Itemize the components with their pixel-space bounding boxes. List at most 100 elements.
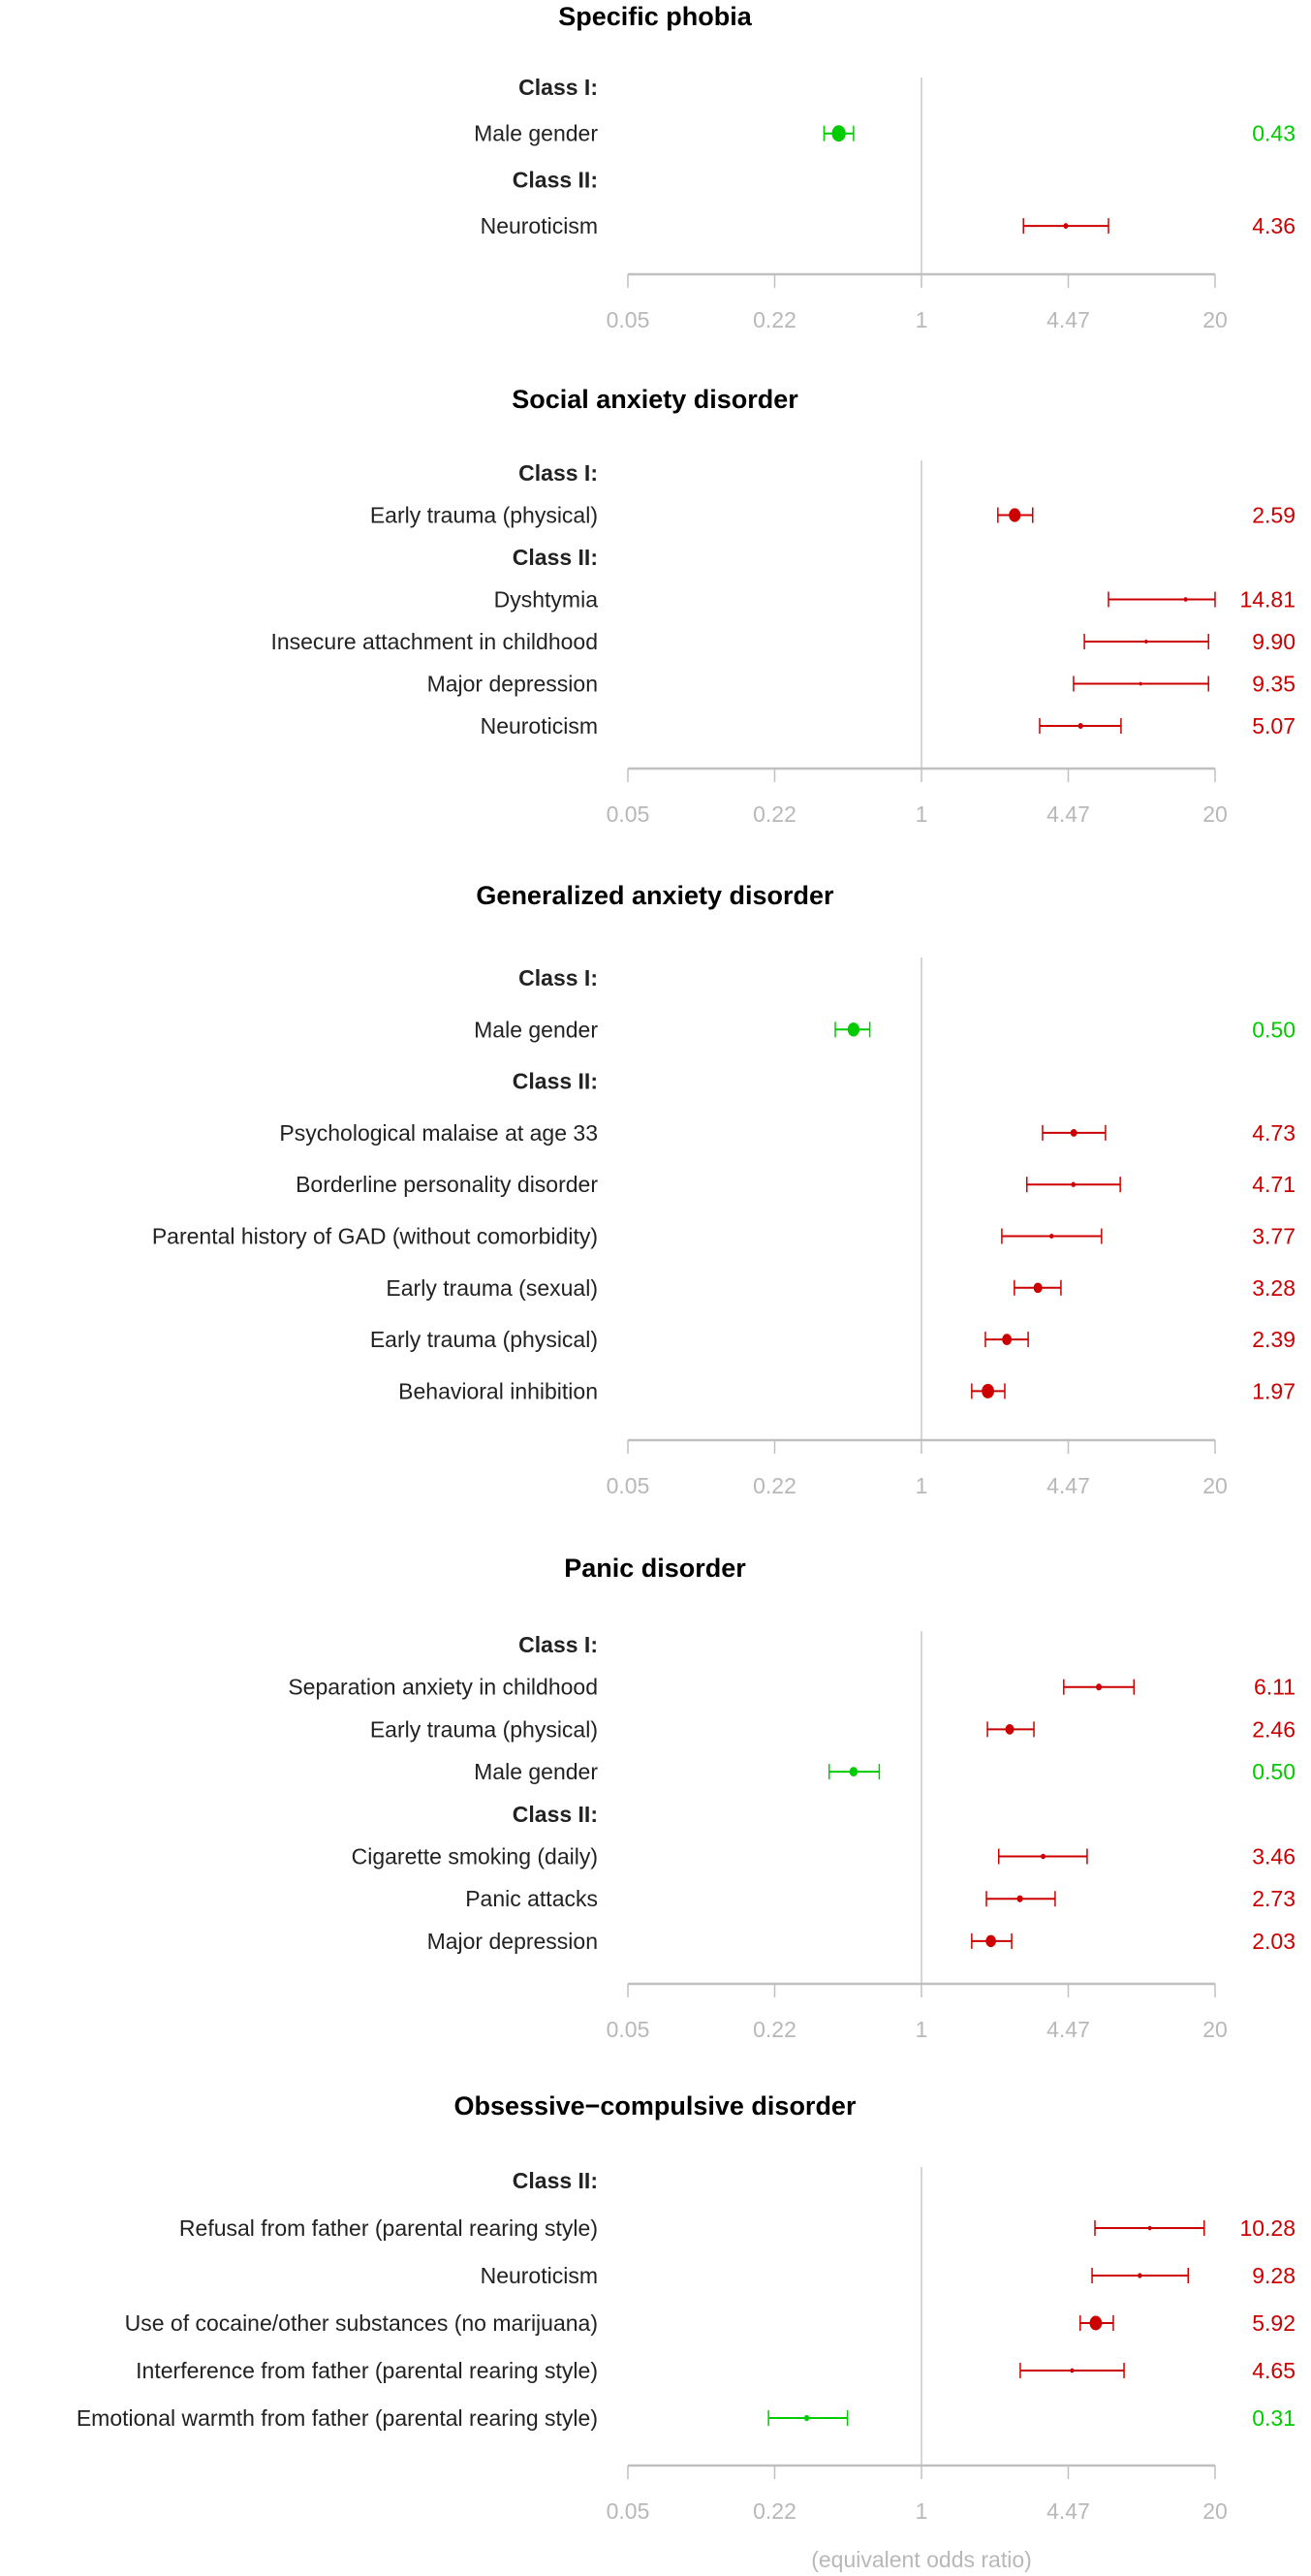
row-label: Early trauma (physical) <box>370 1327 598 1352</box>
forest-row: Insecure attachment in childhood 9.90 <box>270 629 1295 654</box>
forest-row: Male gender 0.50 <box>474 1017 1295 1042</box>
class-header: Class I: <box>518 75 598 100</box>
odds-ratio-value: 2.03 <box>1252 1929 1295 1954</box>
point-estimate <box>1077 722 1083 730</box>
x-tick-label: 4.47 <box>1046 1473 1090 1498</box>
point-estimate <box>1009 508 1021 522</box>
forest-row: Use of cocaine/other substances (no mari… <box>125 2310 1295 2336</box>
forest-row: Parental history of GAD (without comorbi… <box>152 1224 1295 1249</box>
x-tick-label: 1 <box>916 307 928 332</box>
panel-1: Social anxiety disorder 0.05 0.22 1 4.47 20 Cl… <box>270 385 1295 827</box>
forest-row: Separation anxiety in childhood 6.11 <box>288 1675 1295 1700</box>
row-label: Refusal from father (parental rearing st… <box>179 2215 598 2241</box>
forest-row: Emotional warmth from father (parental r… <box>77 2405 1295 2431</box>
x-tick-label: 0.05 <box>607 2498 650 2524</box>
row-label: Neuroticism <box>481 213 598 238</box>
point-estimate <box>849 1767 858 1777</box>
odds-ratio-value: 14.81 <box>1239 587 1295 613</box>
forest-row: Early trauma (physical) 2.46 <box>370 1716 1295 1742</box>
row-label: Male gender <box>474 1759 598 1784</box>
forest-row: Interference from father (parental reari… <box>136 2358 1295 2383</box>
x-tick-label: 1 <box>916 1473 928 1498</box>
x-tick-label: 0.05 <box>607 801 650 827</box>
forest-row: Major depression 2.03 <box>427 1929 1295 1954</box>
row-label: Insecure attachment in childhood <box>270 629 598 654</box>
odds-ratio-value: 2.59 <box>1252 503 1295 528</box>
point-estimate <box>1005 1724 1014 1735</box>
panel-4: Obsessive−compulsive disorder 0.05 0.22 1 4.… <box>77 2091 1295 2572</box>
point-estimate <box>1096 1683 1103 1691</box>
point-estimate <box>1049 1234 1054 1239</box>
odds-ratio-value: 4.65 <box>1252 2358 1295 2383</box>
x-tick-label: 20 <box>1202 2498 1228 2524</box>
x-axis-label: (equivalent odds ratio) <box>811 2547 1032 2572</box>
x-tick-label: 20 <box>1202 2017 1228 2042</box>
forest-row: Borderline personality disorder 4.71 <box>296 1172 1295 1197</box>
row-label: Early trauma (sexual) <box>386 1275 598 1301</box>
x-tick-label: 0.05 <box>607 2017 650 2042</box>
class-header: Class II: <box>513 1069 598 1094</box>
point-estimate <box>847 1022 860 1037</box>
x-tick-label: 0.22 <box>753 801 796 827</box>
odds-ratio-value: 4.71 <box>1252 1172 1295 1197</box>
point-estimate <box>985 1934 996 1948</box>
panel-title: Social anxiety disorder <box>512 385 798 414</box>
odds-ratio-value: 3.46 <box>1252 1844 1295 1869</box>
forest-row: Male gender 0.43 <box>474 121 1295 146</box>
odds-ratio-value: 2.46 <box>1252 1716 1295 1742</box>
forest-row: Early trauma (physical) 2.39 <box>370 1327 1295 1352</box>
class-header: Class II: <box>513 167 598 192</box>
forest-row: Psychological malaise at age 33 4.73 <box>279 1120 1295 1146</box>
forest-row: Neuroticism 5.07 <box>481 713 1295 738</box>
odds-ratio-value: 6.11 <box>1254 1675 1295 1700</box>
panel-title: Generalized anxiety disorder <box>476 881 834 910</box>
forest-row: Neuroticism 9.28 <box>481 2263 1295 2288</box>
row-label: Male gender <box>474 121 598 146</box>
odds-ratio-value: 0.43 <box>1252 121 1295 146</box>
row-label: Behavioral inhibition <box>398 1378 598 1403</box>
point-estimate <box>982 1383 994 1398</box>
forest-row: Behavioral inhibition 1.97 <box>398 1378 1295 1403</box>
x-tick-label: 1 <box>916 2498 928 2524</box>
row-label: Male gender <box>474 1017 598 1042</box>
x-tick-label: 20 <box>1202 1473 1228 1498</box>
odds-ratio-value: 4.36 <box>1252 213 1295 238</box>
odds-ratio-value: 9.90 <box>1252 629 1295 654</box>
x-tick-label: 20 <box>1202 307 1228 332</box>
odds-ratio-value: 5.07 <box>1252 713 1295 738</box>
x-tick-label: 0.22 <box>753 2498 796 2524</box>
point-estimate <box>1183 597 1188 602</box>
odds-ratio-value: 9.35 <box>1252 672 1295 697</box>
point-estimate <box>1144 640 1148 644</box>
odds-ratio-value: 10.28 <box>1239 2215 1295 2241</box>
x-tick-label: 4.47 <box>1046 2017 1090 2042</box>
panel-title: Specific phobia <box>558 2 753 31</box>
class-header: Class II: <box>513 2168 598 2193</box>
row-label: Major depression <box>427 672 598 697</box>
row-label: Major depression <box>427 1929 598 1954</box>
point-estimate <box>803 2414 810 2422</box>
x-tick-label: 1 <box>916 801 928 827</box>
panel-2: Generalized anxiety disorder 0.05 0.22 1 4.4… <box>152 881 1295 1498</box>
x-tick-label: 0.22 <box>753 2017 796 2042</box>
point-estimate <box>1089 2315 1103 2331</box>
row-label: Use of cocaine/other substances (no mari… <box>125 2310 598 2336</box>
row-label: Emotional warmth from father (parental r… <box>77 2405 598 2431</box>
forest-row: Panic attacks 2.73 <box>465 1886 1295 1911</box>
row-label: Dyshtymia <box>494 587 599 613</box>
panel-0: Specific phobia 0.05 0.22 1 4.47 20 Class I: Ma… <box>474 2 1295 332</box>
point-estimate <box>1070 2368 1075 2373</box>
odds-ratio-value: 2.73 <box>1252 1886 1295 1911</box>
row-label: Panic attacks <box>465 1886 598 1911</box>
row-label: Neuroticism <box>481 2263 598 2288</box>
odds-ratio-value: 9.28 <box>1252 2263 1295 2288</box>
forest-row: Early trauma (sexual) 3.28 <box>386 1275 1295 1301</box>
row-label: Early trauma (physical) <box>370 1716 598 1742</box>
odds-ratio-value: 2.39 <box>1252 1327 1295 1352</box>
point-estimate <box>1016 1895 1023 1902</box>
class-header: Class I: <box>518 460 598 486</box>
row-label: Psychological malaise at age 33 <box>279 1120 598 1146</box>
forest-row: Refusal from father (parental rearing st… <box>179 2215 1295 2241</box>
odds-ratio-value: 1.97 <box>1252 1378 1295 1403</box>
x-tick-label: 0.22 <box>753 1473 796 1498</box>
